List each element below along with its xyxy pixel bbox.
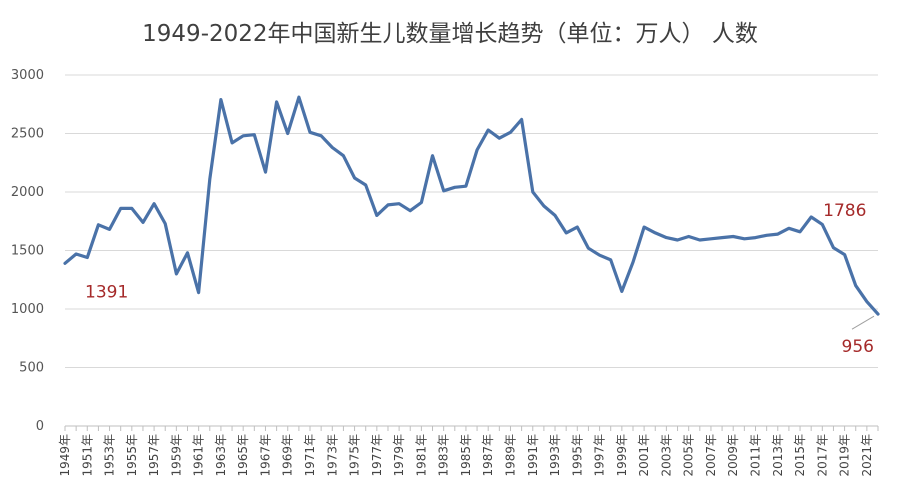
x-tick-label: 1991年 xyxy=(526,434,540,477)
grid-lines xyxy=(65,74,878,368)
x-tick-label: 2007年 xyxy=(704,434,718,477)
x-tick-label: 1987年 xyxy=(481,434,495,477)
x-axis xyxy=(64,425,879,431)
x-tick-label: 1963年 xyxy=(214,434,228,477)
series-layer xyxy=(63,95,880,316)
x-tick-label: 1995年 xyxy=(570,434,584,477)
x-tick-label: 2001年 xyxy=(637,434,651,477)
x-tick-label: 1973年 xyxy=(325,434,339,477)
x-tick-label: 1953年 xyxy=(103,434,117,477)
x-tick-label: 2015年 xyxy=(793,434,807,477)
data-label: 956 xyxy=(842,337,874,357)
y-tick-label: 2500 xyxy=(11,127,44,142)
x-tick-label: 1971年 xyxy=(303,434,317,477)
y-tick-label: 3000 xyxy=(11,68,44,83)
y-tick-label: 1000 xyxy=(11,302,44,317)
chart-title: 1949-2022年中国新生儿数量增长趋势（单位：万人） 人数 xyxy=(142,21,758,47)
x-tick-label: 1967年 xyxy=(258,434,272,477)
x-tick-label: 1955年 xyxy=(125,434,139,477)
y-tick-label: 0 xyxy=(36,419,44,434)
y-tick-label: 1500 xyxy=(11,244,44,259)
x-tick-label: 1959年 xyxy=(169,434,183,477)
series-line xyxy=(63,95,880,316)
y-tick-label: 2000 xyxy=(11,185,44,200)
x-tick-label: 1993年 xyxy=(548,434,562,477)
x-tick-label: 2017年 xyxy=(815,434,829,477)
annotation-leader xyxy=(851,315,875,330)
x-tick-label: 1983年 xyxy=(437,434,451,477)
x-tick-label: 1979年 xyxy=(392,434,406,477)
x-tick-label: 1989年 xyxy=(503,434,517,477)
x-tick-label: 1965年 xyxy=(236,434,250,477)
x-tick-label: 1985年 xyxy=(459,434,473,477)
data-label: 1391 xyxy=(85,282,128,302)
x-tick-label: 1975年 xyxy=(348,434,362,477)
x-tick-label: 1949年 xyxy=(58,434,72,477)
x-tick-label: 2005年 xyxy=(682,434,696,477)
y-tick-label: 500 xyxy=(19,361,44,376)
x-tick-label: 1981年 xyxy=(414,434,428,477)
x-tick-label: 2009年 xyxy=(726,434,740,477)
x-tick-label: 2011年 xyxy=(748,434,762,477)
x-tick-label: 1977年 xyxy=(370,434,384,477)
x-tick-label: 2021年 xyxy=(860,434,874,477)
x-tick-label: 2013年 xyxy=(771,434,785,477)
data-label: 1786 xyxy=(823,201,866,221)
x-tick-label: 1997年 xyxy=(593,434,607,477)
x-tick-label: 1957年 xyxy=(147,434,161,477)
x-tick-label: 1999年 xyxy=(615,434,629,477)
x-tick-label: 1961年 xyxy=(192,434,206,477)
x-tick-label: 2003年 xyxy=(659,434,673,477)
y-axis-labels: 0 500 1000 1500 2000 2500 3000 xyxy=(11,68,44,434)
x-axis-labels: 1949年 1951年 1953年 1955年 1957年 1959年 1961年 1963年… xyxy=(58,434,874,477)
annotations: 1391 1786 956 xyxy=(85,201,875,357)
x-tick-label: 2019年 xyxy=(838,434,852,477)
x-tick-label: 1969年 xyxy=(281,434,295,477)
x-tick-label: 1951年 xyxy=(80,434,94,477)
